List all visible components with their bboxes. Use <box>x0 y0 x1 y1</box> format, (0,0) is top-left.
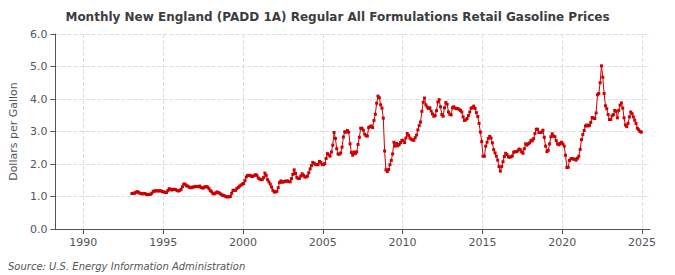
svg-text:1995: 1995 <box>149 236 177 249</box>
svg-text:3.0: 3.0 <box>30 125 48 138</box>
svg-text:1.0: 1.0 <box>30 190 48 203</box>
svg-text:2010: 2010 <box>389 236 417 249</box>
svg-text:Monthly New England (PADD 1A): Monthly New England (PADD 1A) Regular Al… <box>65 10 609 24</box>
svg-text:Dollars per Gallon: Dollars per Gallon <box>7 82 20 181</box>
svg-text:Source: U.S. Energy Informatio: Source: U.S. Energy Information Administ… <box>8 261 245 272</box>
svg-text:2000: 2000 <box>229 236 257 249</box>
svg-text:6.0: 6.0 <box>30 28 48 41</box>
svg-text:2.0: 2.0 <box>30 158 48 171</box>
svg-text:2025: 2025 <box>628 236 656 249</box>
svg-text:2020: 2020 <box>548 236 576 249</box>
svg-text:1990: 1990 <box>69 236 97 249</box>
svg-text:2005: 2005 <box>309 236 337 249</box>
svg-text:5.0: 5.0 <box>30 60 48 73</box>
svg-text:2015: 2015 <box>468 236 496 249</box>
svg-text:4.0: 4.0 <box>30 93 48 106</box>
svg-text:0.0: 0.0 <box>30 223 48 236</box>
